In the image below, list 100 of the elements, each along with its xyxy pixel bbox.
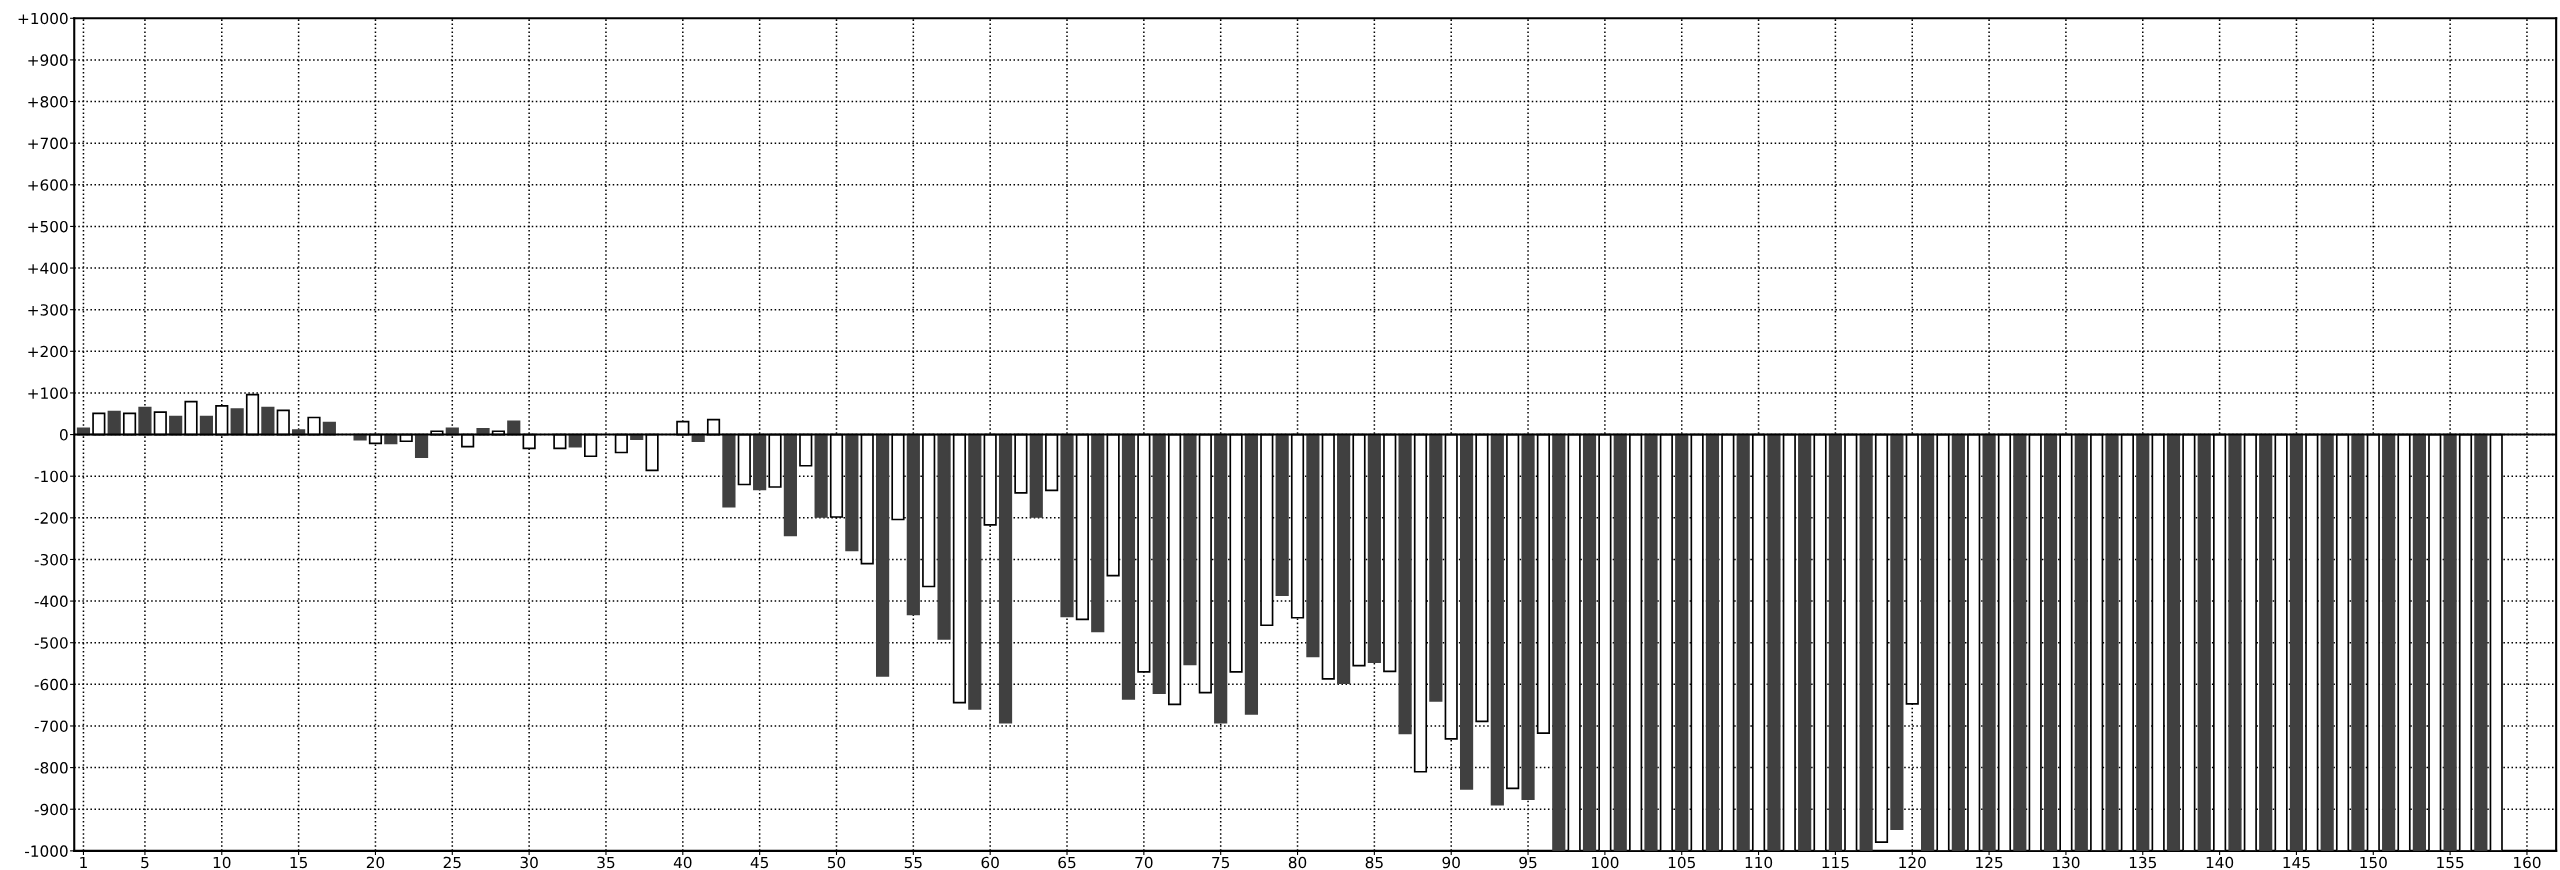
bar (2013, 433, 2027, 851)
x-tick-label: 85 (1365, 856, 1383, 869)
y-tick-label: -500 (34, 637, 68, 649)
bar (138, 406, 152, 436)
bar (2074, 433, 2088, 851)
bar (1828, 433, 1843, 851)
x-tick-label: 135 (2129, 856, 2157, 869)
bar (1214, 433, 1228, 724)
bar (2136, 433, 2150, 851)
y-tick-label: -200 (34, 512, 68, 524)
y-tick-label: -600 (34, 678, 68, 691)
bar (2197, 433, 2211, 851)
bar (1552, 433, 1566, 851)
x-tick-label: 105 (1668, 856, 1695, 869)
bar (2412, 433, 2426, 851)
bar (261, 406, 275, 436)
x-tick-label: 30 (520, 856, 538, 869)
bar (814, 433, 828, 518)
x-tick-label: 50 (827, 856, 846, 869)
bar (1029, 433, 1043, 518)
bar (1244, 433, 1259, 715)
bar (169, 415, 183, 436)
x-tick-label: 25 (443, 856, 461, 869)
bar (2474, 433, 2488, 851)
bar (1398, 433, 1412, 735)
bar (1859, 433, 1873, 851)
x-tick-label: 160 (2514, 856, 2541, 869)
bar (875, 433, 890, 677)
y-tick-label: +500 (28, 220, 68, 233)
bar (1521, 433, 1535, 801)
x-tick-label: 120 (1899, 856, 1926, 869)
y-tick-label: +700 (28, 137, 68, 150)
bar (2259, 433, 2273, 851)
bar (1921, 433, 1935, 851)
bar (1121, 433, 1136, 700)
x-tick-label: 115 (1822, 856, 1849, 869)
y-tick-label: +300 (28, 304, 68, 316)
x-tick-label: 75 (1212, 856, 1230, 869)
bar (1060, 433, 1074, 618)
bar (937, 433, 951, 640)
x-tick-label: 1 (80, 856, 87, 869)
bar (1306, 433, 1320, 658)
bar (507, 420, 521, 436)
bar (2228, 433, 2242, 851)
x-tick-label: 20 (366, 856, 385, 869)
bar (1644, 433, 1658, 851)
bar (2443, 433, 2457, 851)
bar (722, 433, 736, 508)
x-tick-label: 15 (290, 856, 307, 869)
bar (1337, 433, 1351, 684)
bar (1736, 433, 1750, 851)
bar (1275, 433, 1289, 597)
x-tick-label: 70 (1135, 856, 1153, 869)
bar (1767, 433, 1781, 851)
y-tick-label: -100 (34, 470, 68, 483)
x-tick-label: 95 (1519, 856, 1537, 869)
x-tick-label: 40 (673, 856, 692, 869)
bar (2166, 433, 2181, 851)
x-tick-label: 150 (2360, 856, 2387, 869)
x-tick-label: 60 (981, 856, 999, 869)
bar (2043, 433, 2058, 851)
bar (414, 433, 429, 458)
bar (1183, 433, 1197, 666)
y-tick-label: +100 (28, 387, 68, 399)
bar (1890, 433, 1904, 831)
bar (783, 433, 797, 537)
x-tick-label: 80 (1288, 856, 1307, 869)
bar (906, 433, 920, 616)
y-tick-label: +1000 (18, 12, 68, 25)
bar (845, 433, 859, 552)
x-tick-label: 140 (2206, 856, 2234, 869)
bar (1675, 433, 1689, 851)
x-tick-label: 155 (2437, 856, 2464, 869)
bar (1705, 433, 1720, 851)
y-tick-label: -900 (34, 803, 68, 816)
x-tick-label: 145 (2283, 856, 2310, 869)
y-tick-label: +200 (28, 345, 68, 358)
x-tick-label: 130 (2053, 856, 2080, 869)
y-tick-label: -400 (34, 595, 68, 608)
x-tick-label: 65 (1058, 856, 1076, 869)
bar (1951, 433, 1965, 851)
bar (2382, 433, 2396, 851)
bar (1091, 433, 1105, 633)
bar (1152, 433, 1166, 694)
x-tick-label: 90 (1442, 856, 1460, 869)
bar (2105, 433, 2119, 851)
bar (998, 433, 1013, 724)
x-tick-label: 5 (141, 856, 149, 869)
x-tick-label: 125 (1976, 856, 2003, 869)
bar (199, 415, 214, 436)
bar (230, 408, 244, 436)
y-tick-label: +600 (28, 179, 68, 191)
y-tick-label: -1000 (25, 845, 68, 857)
x-tick-label: 110 (1745, 856, 1773, 869)
bar (1613, 433, 1627, 851)
y-tick-label: +400 (28, 262, 68, 275)
bar (1982, 433, 1996, 851)
x-tick-label: 35 (597, 856, 615, 869)
y-tick-label: -300 (34, 553, 68, 566)
bar (753, 433, 767, 491)
